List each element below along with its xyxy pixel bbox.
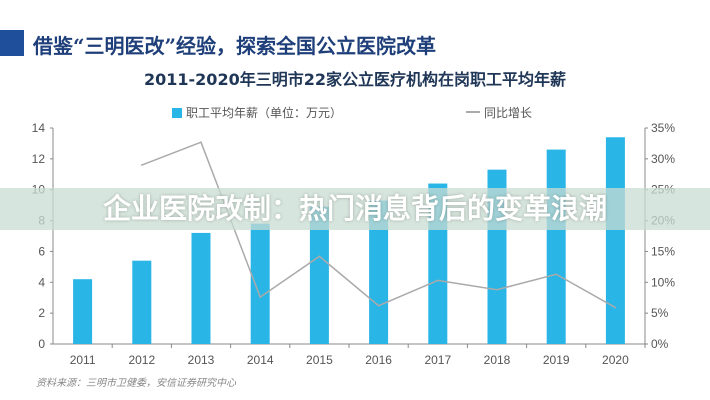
- y-right-tick-label: 30%: [651, 152, 675, 166]
- x-tick-label: 2017: [424, 353, 451, 367]
- overlay-banner: [0, 188, 710, 230]
- growth-point: [496, 288, 498, 291]
- y-right-tick-label: 15%: [651, 244, 675, 258]
- x-tick-label: 2012: [128, 353, 155, 367]
- growth-point: [377, 304, 380, 307]
- growth-point: [318, 255, 321, 258]
- legend-bar-label: 职工平均年薪（单位：万元）: [186, 106, 343, 120]
- growth-point: [259, 296, 262, 298]
- x-tick-label: 2016: [365, 353, 392, 367]
- legend-bar: 职工平均年薪（单位：万元）: [172, 104, 342, 121]
- bar: [605, 137, 625, 344]
- growth-point: [437, 279, 439, 282]
- bar: [369, 200, 389, 344]
- growth-point: [614, 306, 617, 309]
- bar: [132, 260, 152, 344]
- chart-title: 2011-2020年三明市22家公立医疗机构在岗职工平均年薪: [144, 70, 566, 89]
- legend-bar-swatch: [172, 108, 182, 118]
- x-tick-label: 2011: [70, 353, 96, 367]
- x-tick-label: 2014: [247, 353, 274, 367]
- x-tick-label: 2019: [543, 353, 570, 367]
- bar: [73, 279, 93, 344]
- growth-point: [200, 141, 202, 143]
- growth-point: [555, 273, 557, 276]
- banner-text: 企业医院改制：热门消息背后的变革浪潮: [102, 192, 607, 225]
- legend-line: 同比增长: [466, 104, 532, 121]
- y-left-tick-label: 0: [38, 337, 45, 351]
- x-tick-label: 2015: [306, 353, 333, 367]
- bar: [250, 223, 270, 344]
- y-left-tick-label: 6: [38, 244, 45, 258]
- bar: [191, 232, 211, 344]
- bar: [309, 206, 329, 344]
- y-right-tick-label: 0%: [651, 337, 669, 351]
- bar: [546, 149, 566, 344]
- y-left-tick-label: 2: [38, 306, 45, 320]
- y-right-tick-label: 5%: [651, 306, 669, 320]
- legend-line-swatch: [466, 111, 480, 113]
- y-right-tick-label: 10%: [651, 275, 675, 289]
- header-accent-bar: [0, 30, 24, 56]
- y-left-tick-label: 4: [38, 275, 45, 289]
- y-left-tick-label: 14: [32, 121, 46, 135]
- legend-line-label: 同比增长: [484, 106, 533, 120]
- growth-point: [141, 164, 143, 166]
- y-left-tick-label: 12: [32, 152, 46, 166]
- x-tick-label: 2018: [484, 353, 511, 367]
- y-right-tick-label: 35%: [651, 121, 675, 135]
- x-tick-label: 2013: [188, 353, 215, 367]
- source-note: 资料来源：三明市卫健委，安信证券研究中心: [36, 378, 236, 389]
- x-tick-label: 2020: [602, 353, 629, 367]
- page-title: 借鉴“三明医改”经验，探索全国公立医院改革: [33, 34, 437, 58]
